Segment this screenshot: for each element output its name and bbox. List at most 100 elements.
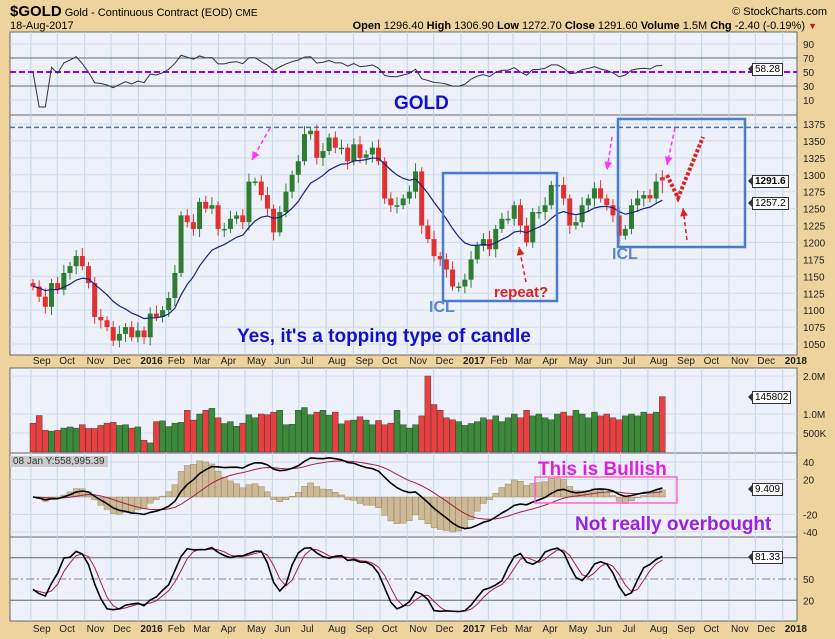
macd-histogram-bar (239, 487, 246, 498)
macd-signal-line (32, 460, 663, 520)
value-tag-pointer (748, 177, 752, 185)
price-tick-label: 1300 (803, 171, 826, 182)
volume-bar (79, 424, 86, 453)
x-tick-label: Sep (355, 356, 373, 367)
macd-histogram-bar (177, 471, 185, 498)
volume-bar (85, 428, 92, 453)
volume-bar (313, 411, 321, 453)
candle-body (160, 310, 166, 317)
volume-bar (443, 417, 450, 453)
candle-body (55, 283, 61, 290)
candle-body (234, 215, 240, 219)
volume-bar (295, 410, 302, 453)
volume-bar (196, 413, 203, 453)
candle-body (123, 327, 129, 334)
volume-bar (282, 424, 290, 453)
volume-bar (406, 427, 413, 453)
macd-histogram-bar (184, 465, 191, 498)
candle-body (271, 208, 277, 233)
volume-bar (585, 417, 592, 453)
volume-bar (622, 415, 629, 453)
candle-body (585, 198, 591, 206)
volume-bar (177, 422, 185, 453)
x-tick-label: 2017 (463, 624, 486, 635)
volume-bar (245, 414, 253, 453)
x-tick-label: Dec (113, 356, 131, 367)
volume-bar (134, 426, 142, 453)
macd-tick-label: 20 (803, 476, 815, 487)
candle-body (659, 177, 665, 181)
volume-bar (511, 413, 518, 453)
candle-body (301, 134, 307, 162)
candle-body (209, 205, 215, 209)
volume-bar (418, 415, 425, 453)
volume-bar (615, 419, 623, 453)
volume-bar (128, 427, 135, 453)
volume-bar (424, 375, 432, 453)
candle-body (647, 195, 653, 199)
candle-body (258, 181, 264, 196)
volume-value-tag: 145802 (752, 391, 792, 404)
volume-bar (301, 407, 308, 453)
macd-histogram-bar (597, 489, 604, 498)
candle-body (79, 256, 85, 267)
volume-bar (319, 410, 327, 453)
price-tick-label: 1150 (803, 272, 825, 283)
macd-histogram-bar (449, 496, 456, 533)
value-tag-pointer (748, 65, 752, 73)
volume-bar (566, 415, 573, 453)
volume-bar (72, 427, 80, 453)
x-tick-label: Sep (677, 624, 695, 635)
copyright: © StockCharts.com (732, 6, 827, 18)
macd-histogram-bar (153, 496, 160, 500)
candle-body (338, 147, 344, 150)
macd-histogram-bar (659, 489, 666, 498)
candle-body (215, 205, 221, 229)
candle-body (178, 215, 184, 273)
volume-bar (122, 424, 129, 453)
macd-histogram-bar (264, 491, 271, 498)
x-tick-label: Sep (355, 624, 373, 635)
quote-bar: Open 1296.40 High 1306.90 Low 1272.70 Cl… (353, 20, 805, 32)
candle-body (30, 283, 36, 287)
stoch-tick-label: 50 (803, 575, 815, 586)
volume-bar (474, 421, 481, 453)
macd-histogram-bar (474, 496, 481, 512)
candle-body (98, 316, 104, 321)
price-tick-label: 1200 (803, 238, 826, 249)
candle-body (240, 215, 246, 223)
candle-body (425, 225, 431, 240)
macd-histogram-bar (276, 496, 283, 502)
x-tick-label: Nov (409, 624, 427, 635)
candle-body (635, 198, 641, 206)
candle-body (499, 218, 505, 229)
macd-histogram-bar (147, 496, 154, 504)
volume-bar (258, 413, 265, 453)
candle-body (246, 181, 252, 223)
cycle-box-2 (616, 117, 747, 249)
macd-histogram-bar (325, 489, 333, 498)
volume-bar (48, 430, 55, 453)
macd-histogram-bar (344, 496, 351, 500)
volume-bar (387, 422, 395, 453)
stoch-tick-label: 20 (803, 596, 815, 607)
macd-line (32, 457, 663, 530)
macd-histogram-bar (399, 496, 407, 524)
hover-readout: 08 Jan Y:558,995.39 (10, 456, 108, 467)
candle-body (283, 191, 289, 213)
x-tick-label: Jun (274, 624, 290, 635)
volume-bar (572, 410, 580, 453)
volume-bar (202, 410, 209, 453)
price-tick-label: 1125 (803, 289, 825, 300)
volume-bar (239, 422, 246, 453)
candle-body (153, 313, 159, 317)
candle-body (345, 147, 351, 162)
price-tick-label: 1225 (803, 222, 826, 233)
volume-bar (578, 413, 586, 453)
candle-body (61, 272, 67, 290)
close-value: 1291.60 (597, 20, 638, 32)
value-tag-pointer (748, 553, 752, 561)
candle-body (542, 205, 548, 213)
red-arrow-1-head (516, 247, 525, 256)
macd-histogram-bar (406, 496, 413, 521)
